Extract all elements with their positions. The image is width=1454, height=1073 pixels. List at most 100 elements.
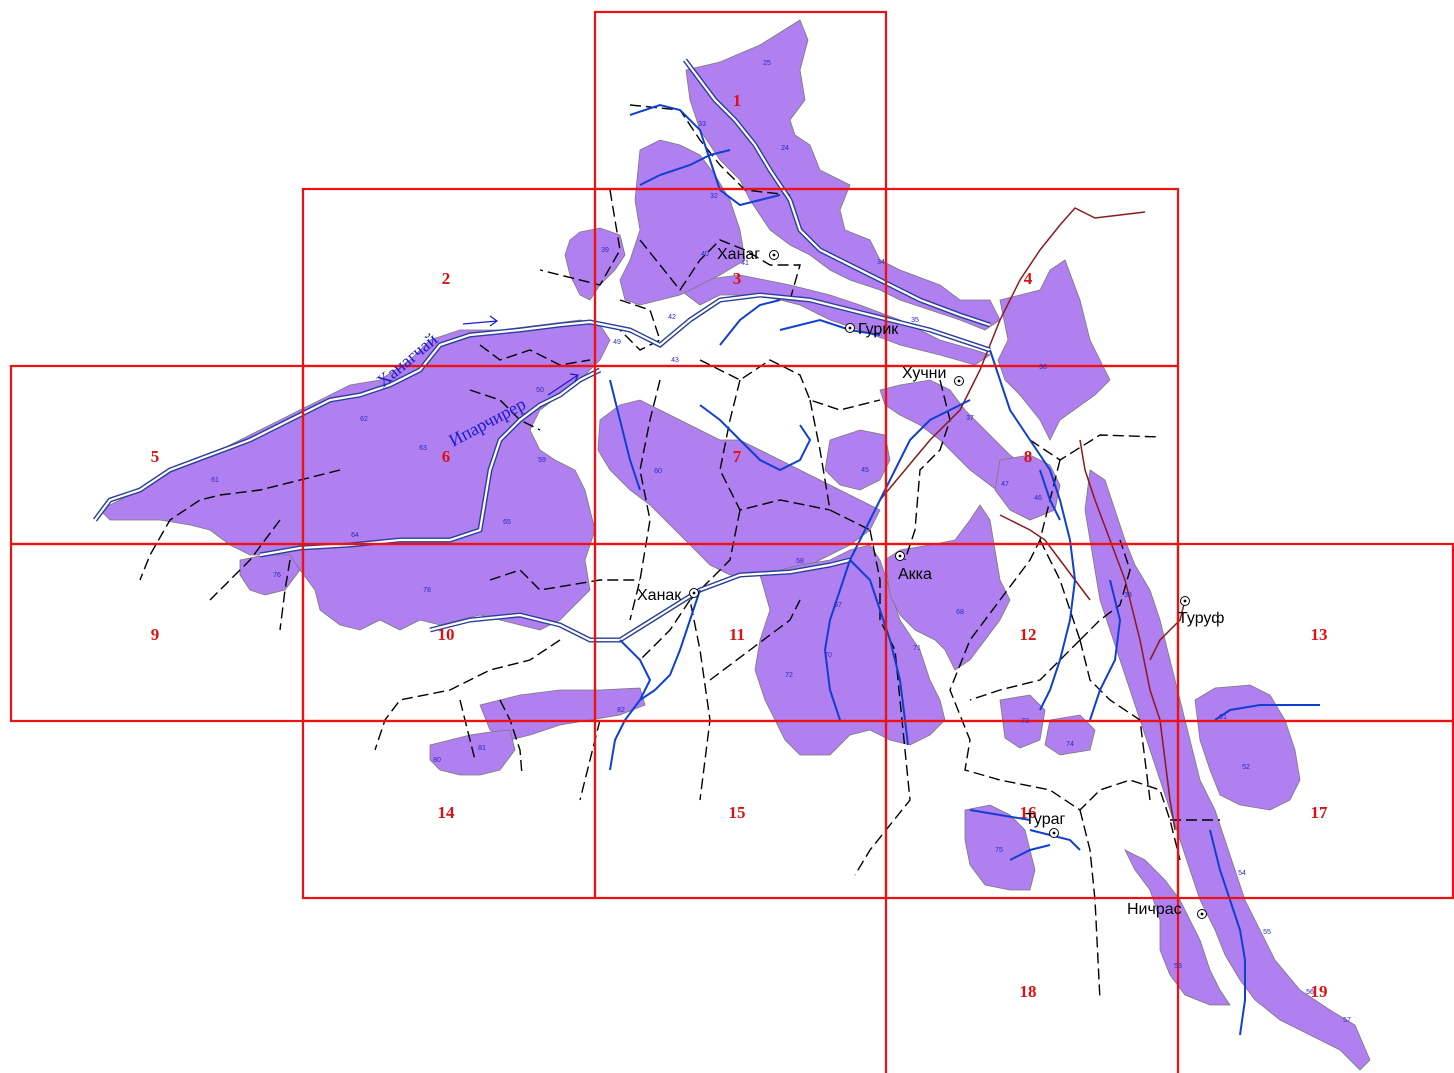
plot-number: 54 <box>1238 870 1246 877</box>
stream <box>1009 844 1051 861</box>
river-flow-arrow-icon <box>462 315 499 327</box>
plot-number: 42 <box>668 314 676 321</box>
plot-number: 25 <box>763 60 771 67</box>
plot-number: 57 <box>834 602 842 609</box>
plot-number: 35 <box>911 317 919 324</box>
settlements: Ханаг Гурик Хучни Акка Ханак Туруф <box>637 246 1224 919</box>
plot-number: 59 <box>538 457 546 464</box>
plot-number: 70 <box>824 652 832 659</box>
plot-number: 71 <box>913 645 921 652</box>
settlement-label: Хучни <box>902 365 946 382</box>
road <box>699 359 881 411</box>
stream <box>639 589 701 701</box>
boundary-line <box>1149 599 1186 661</box>
plot-number: 37 <box>966 415 974 422</box>
forest-area-51-52 <box>1194 684 1301 811</box>
plot-number: 62 <box>360 416 368 423</box>
plot-numbers: 25 24 33 32 39 40 34 35 36 37 38 41 42 4… <box>211 60 1351 1024</box>
sheet-frame-17 <box>1176 719 1454 900</box>
plot-number: 75 <box>995 847 1003 854</box>
sheet-number-15: 15 <box>729 803 746 822</box>
sheet-number-11: 11 <box>729 625 745 644</box>
settlement-label: Гурик <box>858 321 899 338</box>
road <box>629 379 661 621</box>
forest-area-68-71 <box>884 504 1011 671</box>
plot-number: 68 <box>956 609 964 616</box>
forest-area-45 <box>824 429 891 491</box>
forest-area-74 <box>1044 714 1096 756</box>
road <box>279 559 291 631</box>
sheet-number-14: 14 <box>438 803 456 822</box>
stream <box>1039 469 1061 521</box>
settlement-label: Ханак <box>637 587 682 604</box>
plot-number: 78 <box>423 587 431 594</box>
plot-number: 41 <box>741 260 749 267</box>
road <box>709 599 801 681</box>
plot-number: 76 <box>273 572 281 579</box>
road <box>489 569 640 591</box>
stream <box>969 809 1031 821</box>
boundary-line <box>1079 439 1176 831</box>
settlement-label: Тураг <box>1025 811 1065 828</box>
plot-number: 60 <box>654 468 662 475</box>
settlement-akka: Акка <box>895 551 932 583</box>
boundary-line <box>879 207 1146 501</box>
settlement-label: Акка <box>898 566 932 583</box>
stream <box>1209 829 1246 1036</box>
sheet-number-13: 13 <box>1311 625 1328 644</box>
plot-number: 53 <box>1174 963 1182 970</box>
road <box>139 469 341 581</box>
river-khanagchay-inner <box>94 293 991 521</box>
settlement-label: Ничрас <box>1127 901 1182 918</box>
plot-number: 57 <box>1343 1017 1351 1024</box>
forest-area-75 <box>964 804 1036 891</box>
roads <box>139 104 1220 1001</box>
plot-number: 34 <box>877 259 885 266</box>
sheet-number-10: 10 <box>438 625 455 644</box>
sheet-number-7: 7 <box>733 447 742 466</box>
sheet-number-18: 18 <box>1020 982 1037 1001</box>
settlement-khanak: Ханак <box>637 587 699 604</box>
road <box>719 379 831 511</box>
road <box>499 699 523 776</box>
stream <box>699 404 812 472</box>
stream <box>629 103 781 207</box>
stream <box>823 559 851 721</box>
plot-number: 65 <box>503 519 511 526</box>
road <box>209 519 281 601</box>
plot-number: 82 <box>617 707 625 714</box>
stream <box>1089 579 1122 721</box>
forest-area-36 <box>997 259 1111 441</box>
river-south-inner <box>429 558 851 642</box>
stream <box>719 299 781 346</box>
forest-areas <box>99 19 1371 1071</box>
road <box>629 104 791 196</box>
stream <box>609 379 641 491</box>
stream <box>849 399 971 561</box>
plot-number: 39 <box>601 247 609 254</box>
sheet-number-2: 2 <box>442 269 451 288</box>
forest-area-east-corridor <box>1084 469 1371 1071</box>
road <box>904 379 951 561</box>
settlement-gurik: Гурик <box>845 321 899 338</box>
settlement-marker-dot <box>1052 831 1056 835</box>
plot-number: 73 <box>1021 718 1029 725</box>
road <box>619 299 661 351</box>
forest-area-north <box>685 19 1001 331</box>
plot-number: 24 <box>781 145 789 152</box>
settlement-marker-dot <box>1200 912 1204 916</box>
plot-number: 45 <box>861 467 869 474</box>
settlement-marker-dot <box>957 379 961 383</box>
road <box>1079 539 1131 641</box>
settlement-turag: Тураг <box>1025 811 1065 838</box>
sheet-number-4: 4 <box>1024 269 1033 288</box>
road <box>809 399 871 531</box>
forest-area-south-center <box>754 544 946 756</box>
sheet-number-17: 17 <box>1311 803 1329 822</box>
road <box>639 239 801 301</box>
plot-number: 40 <box>701 251 709 258</box>
settlement-label: Ханаг <box>717 246 760 263</box>
settlement-khuchni: Хучни <box>902 365 964 386</box>
plot-number: 47 <box>1001 481 1009 488</box>
